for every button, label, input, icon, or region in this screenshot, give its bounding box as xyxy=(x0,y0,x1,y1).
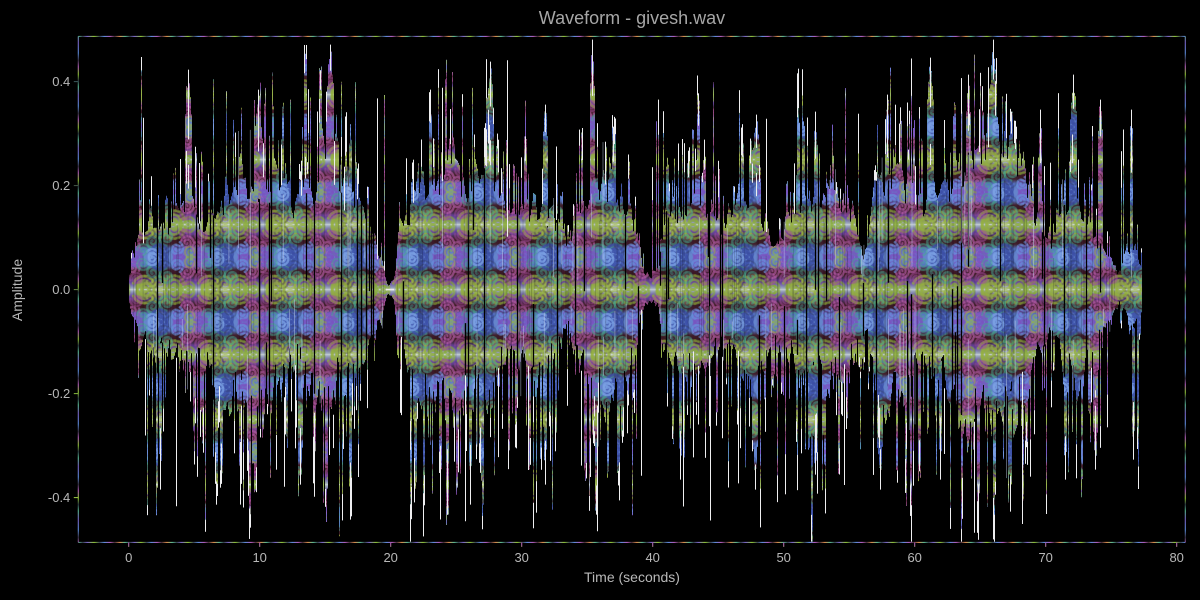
svg-text:0.2: 0.2 xyxy=(52,178,70,193)
svg-text:80: 80 xyxy=(1169,550,1183,565)
svg-text:0.4: 0.4 xyxy=(52,74,70,89)
svg-text:50: 50 xyxy=(776,550,790,565)
svg-text:Amplitude: Amplitude xyxy=(9,259,25,321)
svg-text:20: 20 xyxy=(383,550,397,565)
svg-text:-0.4: -0.4 xyxy=(48,490,70,505)
svg-text:-0.2: -0.2 xyxy=(48,386,70,401)
svg-text:60: 60 xyxy=(907,550,921,565)
svg-text:0.0: 0.0 xyxy=(52,282,70,297)
svg-text:0: 0 xyxy=(125,550,132,565)
svg-text:40: 40 xyxy=(645,550,659,565)
svg-text:Time (seconds): Time (seconds) xyxy=(584,569,680,585)
svg-text:Waveform - givesh.wav: Waveform - givesh.wav xyxy=(539,8,725,28)
svg-text:30: 30 xyxy=(514,550,528,565)
svg-text:70: 70 xyxy=(1038,550,1052,565)
svg-text:10: 10 xyxy=(252,550,266,565)
